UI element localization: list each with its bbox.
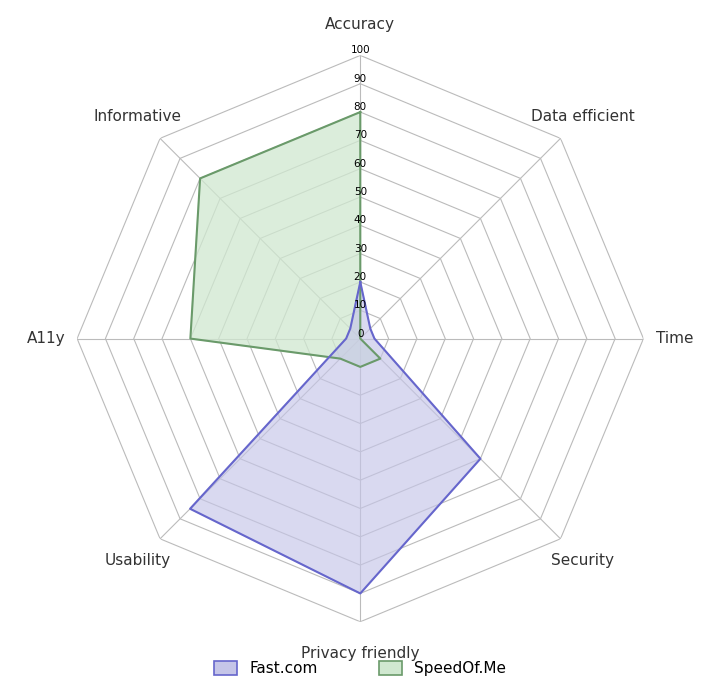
Text: 30: 30 (354, 244, 367, 254)
Text: 80: 80 (354, 102, 367, 112)
Text: 50: 50 (354, 187, 367, 197)
Text: 0: 0 (357, 329, 364, 338)
Text: 40: 40 (354, 215, 367, 225)
Text: 100: 100 (351, 45, 370, 56)
Text: 20: 20 (354, 272, 367, 282)
Legend: Fast.com, SpeedOf.Me: Fast.com, SpeedOf.Me (208, 655, 512, 682)
Text: 70: 70 (354, 131, 367, 140)
Polygon shape (190, 112, 380, 367)
Polygon shape (190, 282, 480, 594)
Text: 10: 10 (354, 300, 367, 310)
Text: 60: 60 (354, 158, 367, 169)
Text: 90: 90 (354, 74, 367, 83)
